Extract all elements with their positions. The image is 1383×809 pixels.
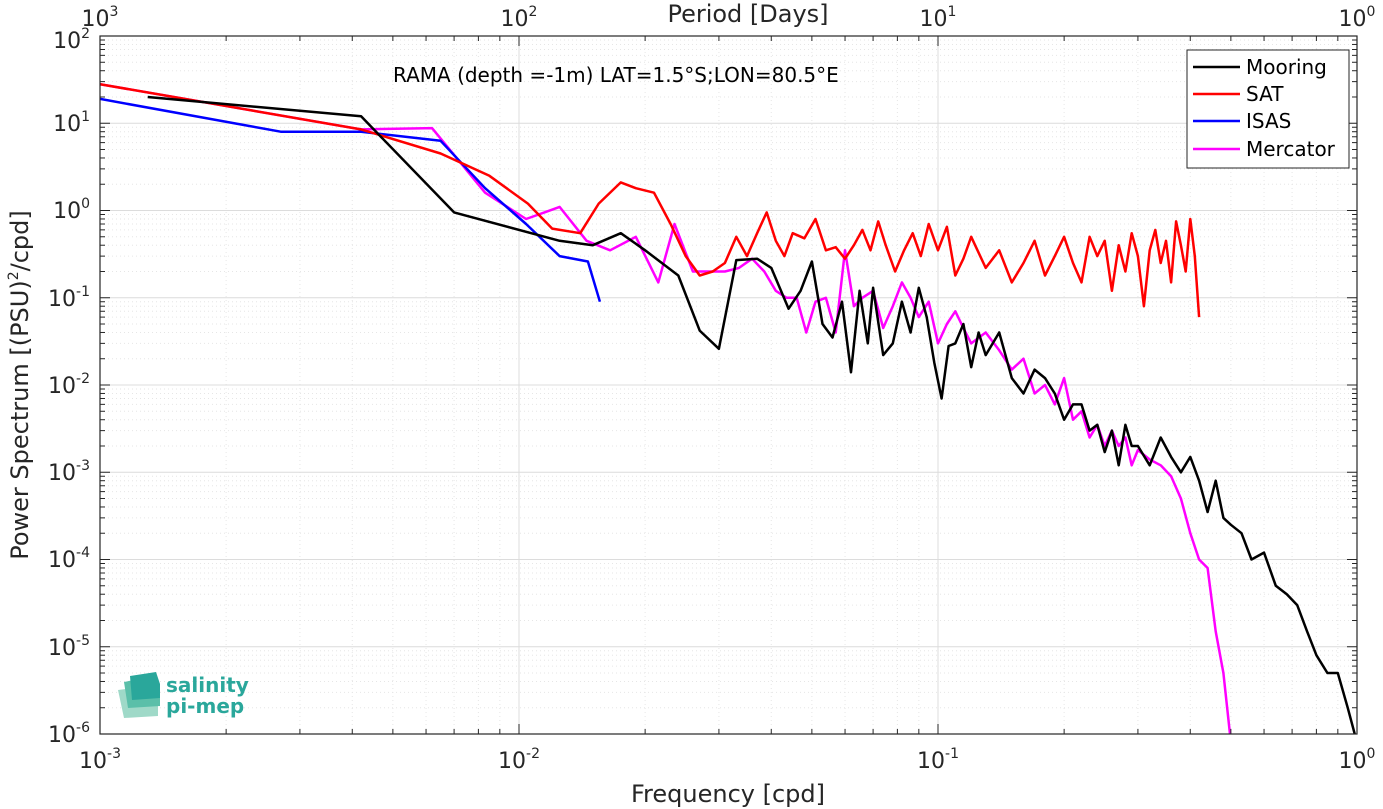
y-tick-label-1e-2: 10-2 xyxy=(48,371,90,399)
x-tick-label-1e0: 100 xyxy=(1339,746,1376,774)
salinity-pimep-logo: salinity pi-mep xyxy=(118,672,249,718)
legend-label-sat: SAT xyxy=(1246,82,1284,106)
top-tick-label-1e0: 100 xyxy=(1339,4,1376,32)
legend: Mooring SAT ISAS Mercator xyxy=(1186,49,1350,169)
legend-label-mooring: Mooring xyxy=(1246,55,1327,79)
series-sat-line xyxy=(100,82,1201,318)
minor-grid xyxy=(100,36,1357,734)
station-annotation: RAMA (depth =-1m) LAT=1.5°S;LON=80.5°E xyxy=(393,63,839,87)
y-tick-label-1e-3: 10-3 xyxy=(48,458,90,486)
logo-text-salinity: salinity xyxy=(166,673,249,697)
top-tick-label-1e2: 102 xyxy=(501,4,538,32)
x-axis-title: Frequency [cpd] xyxy=(631,780,825,808)
axis-ticks xyxy=(99,35,1358,735)
x-tick-label-1e-2: 10-2 xyxy=(498,746,540,774)
y-tick-label-1e-5: 10-5 xyxy=(48,633,90,661)
top-tick-label-1e3: 103 xyxy=(82,4,119,32)
series-layer xyxy=(100,82,1357,734)
x-tick-label-1e-3: 10-3 xyxy=(79,746,121,774)
series-mooring-line xyxy=(147,95,1357,734)
legend-label-isas: ISAS xyxy=(1246,109,1291,133)
y-tick-label-1e2: 102 xyxy=(53,26,90,54)
series-isas-line xyxy=(100,97,602,303)
y-tick-label-1e-1: 10-1 xyxy=(48,284,90,312)
logo-wave-icon xyxy=(118,672,160,718)
x-tick-label-1e-1: 10-1 xyxy=(917,746,959,774)
logo-text-pimep: pi-mep xyxy=(166,694,244,718)
legend-label-mercator: Mercator xyxy=(1246,137,1336,161)
y-axis-title: Power Spectrum [(PSU)2/cpd] xyxy=(6,210,34,560)
y-tick-label-1e1: 101 xyxy=(53,109,90,137)
y-tick-label-1e-6: 10-6 xyxy=(48,720,90,748)
top-axis-title: Period [Days] xyxy=(667,0,828,28)
top-tick-label-1e1: 101 xyxy=(920,4,957,32)
y-tick-label-1e0: 100 xyxy=(53,196,90,224)
y-tick-label-1e-4: 10-4 xyxy=(48,545,90,573)
